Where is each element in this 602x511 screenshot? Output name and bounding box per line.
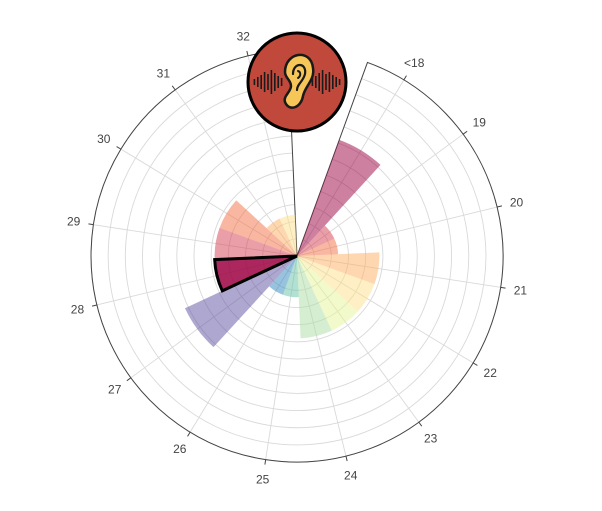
tick-label-24: 24 [344, 469, 358, 483]
bar-29 [214, 227, 297, 260]
angular-tick-labels: <18 19 20 21 22 23 24 25 26 27 28 29 30 31 32 [67, 29, 527, 486]
bar-31 [266, 218, 297, 256]
angular-tick [264, 459, 267, 465]
bar-30 [219, 200, 297, 256]
angular-tick [116, 146, 122, 150]
tick-label-32: 32 [237, 29, 251, 43]
angular-tick [345, 455, 348, 462]
tick-label-25: 25 [256, 472, 270, 486]
angular-tick [246, 50, 249, 57]
angular-tick [88, 223, 94, 226]
angular-tick [472, 362, 478, 366]
angular-tick [187, 431, 191, 437]
tick-label-19: 19 [473, 115, 487, 129]
tick-label-29: 29 [67, 215, 81, 229]
bar-23 [297, 256, 358, 331]
bar-24 [297, 256, 332, 339]
bar-27 [184, 256, 297, 348]
ear-sound-icon [246, 31, 348, 133]
polar-bars [184, 139, 381, 348]
tick-label-27: 27 [108, 383, 122, 397]
tick-label-31: 31 [157, 67, 171, 81]
bar-25 [282, 256, 299, 298]
tick-label-28: 28 [71, 303, 85, 317]
tick-label-20: 20 [510, 195, 524, 209]
angular-tick [500, 286, 506, 289]
bar-19 [297, 225, 335, 256]
tick-label-30: 30 [97, 132, 111, 146]
angular-tick [171, 85, 176, 91]
angular-tick [418, 421, 423, 427]
tick-label-22: 22 [484, 366, 498, 380]
angular-tick [496, 205, 503, 208]
tick-label-26: 26 [173, 442, 187, 456]
bar-20 [297, 238, 339, 256]
angular-tick [462, 130, 468, 135]
tick-label-21: 21 [514, 283, 528, 297]
tick-label-<18: <18 [404, 56, 425, 70]
angular-tick [91, 304, 98, 307]
bar-28 [213, 254, 298, 293]
bar-26 [269, 256, 297, 295]
angular-tick [126, 377, 132, 382]
bar-<18 [297, 139, 381, 256]
bar-32 [279, 214, 297, 256]
angular-tick [403, 75, 407, 81]
tick-label-23: 23 [424, 431, 438, 445]
bar-22 [297, 256, 375, 312]
bar-21 [297, 252, 380, 285]
